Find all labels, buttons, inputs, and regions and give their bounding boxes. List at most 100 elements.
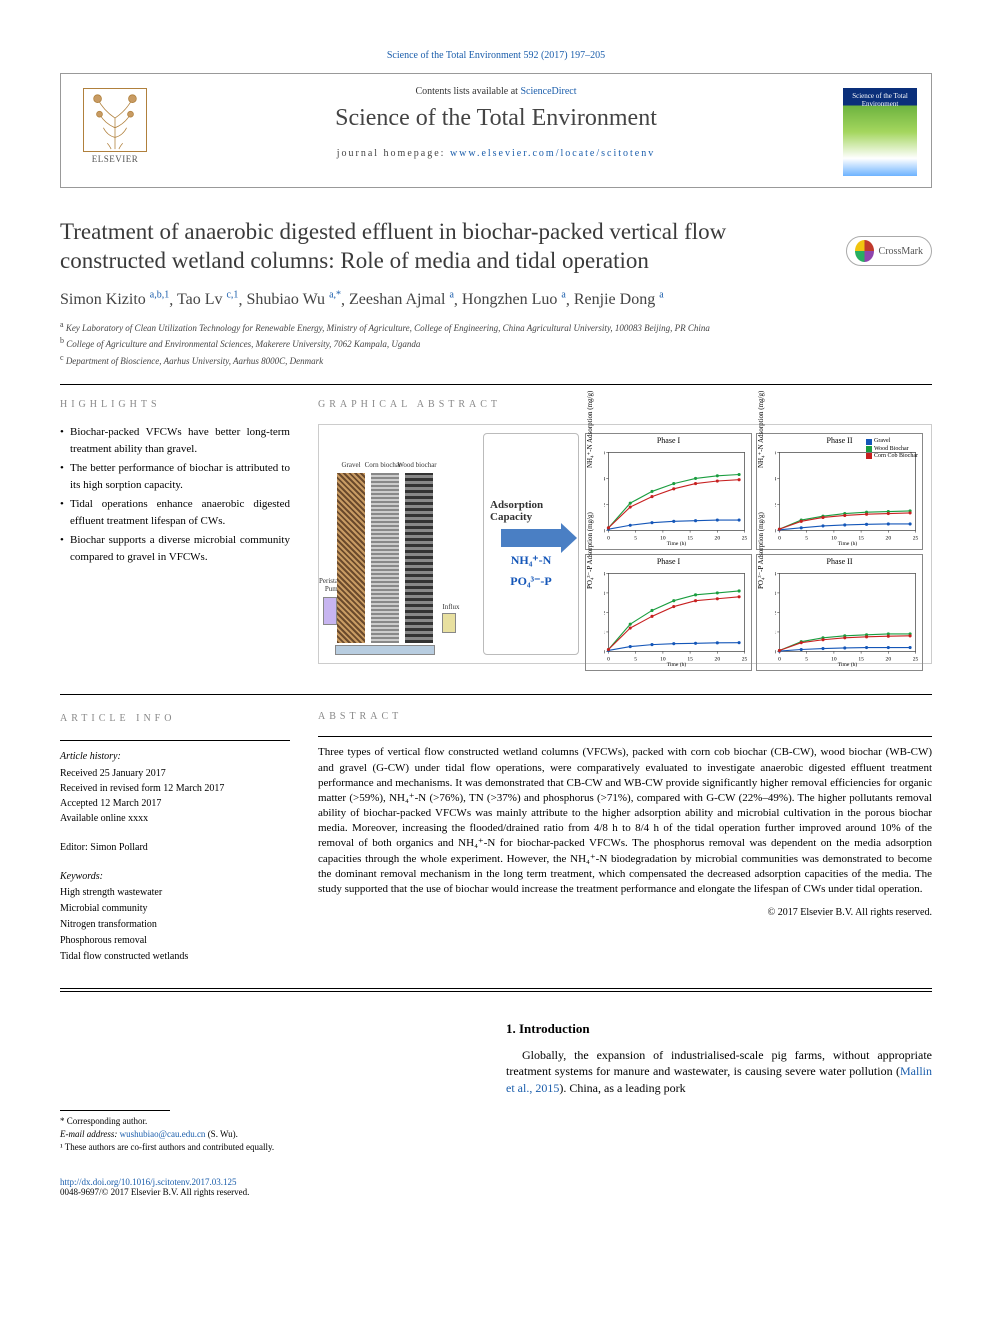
- author: Tao Lv c,1: [177, 291, 238, 308]
- highlight-item: Tidal operations enhance anaerobic diges…: [60, 496, 290, 529]
- svg-text:4: 4: [604, 477, 605, 483]
- svg-text:5: 5: [634, 657, 637, 663]
- author-affiliation-sup: a,b,1: [150, 290, 169, 301]
- keyword: Nitrogen transformation: [60, 917, 290, 932]
- graphical-abstract: Peristaltic Pump Influx Gravel Corn bioc…: [318, 424, 932, 664]
- svg-text:0: 0: [607, 536, 610, 542]
- svg-text:20: 20: [886, 657, 892, 663]
- svg-text:3: 3: [604, 592, 605, 598]
- journal-citation-link[interactable]: Science of the Total Environment 592 (20…: [387, 50, 605, 61]
- svg-text:10: 10: [660, 657, 666, 663]
- author-affiliation-sup: c,1: [226, 290, 238, 301]
- history-line: Accepted 12 March 2017: [60, 796, 290, 811]
- keyword: Tidal flow constructed wetlands: [60, 949, 290, 964]
- ga-chart: Phase IINH₄⁺-N Adsorption (mg/g)02460510…: [756, 433, 923, 550]
- svg-text:15: 15: [687, 657, 693, 663]
- svg-text:10: 10: [831, 657, 837, 663]
- svg-text:25: 25: [913, 657, 919, 663]
- highlights-label: HIGHLIGHTS: [60, 399, 290, 410]
- affiliations: a Key Laboratory of Clean Utilization Te…: [60, 319, 932, 369]
- page-bottom-info: http://dx.doi.org/10.1016/j.scitotenv.20…: [60, 1177, 932, 1197]
- ga-chart: Phase INH₄⁺-N Adsorption (mg/g)024605101…: [585, 433, 752, 550]
- email-name: (S. Wu).: [208, 1129, 238, 1139]
- ga-influx-label: Influx: [431, 603, 471, 611]
- author-affiliation-sup: a: [561, 290, 565, 301]
- ga-chart: Phase IIPO₄³⁻-P Adsorption (mg/g)0123405…: [756, 554, 923, 671]
- affiliation-line: c Department of Bioscience, Aarhus Unive…: [60, 352, 932, 369]
- abstract-label: ABSTRACT: [318, 711, 932, 722]
- intro-p-prefix: Globally, the expansion of industrialise…: [506, 1048, 932, 1079]
- svg-text:3: 3: [775, 592, 776, 598]
- corresponding-email-link[interactable]: wushubiao@cau.edu.cn: [120, 1129, 206, 1139]
- contents-line: Contents lists available at ScienceDirec…: [171, 86, 821, 97]
- keywords-header: Keywords:: [60, 869, 290, 884]
- svg-text:15: 15: [858, 536, 864, 542]
- journal-header-box: ELSEVIER Science of the Total Environmen…: [60, 73, 932, 188]
- homepage-line: journal homepage: www.elsevier.com/locat…: [171, 148, 821, 159]
- author: Hongzhen Luo a: [462, 291, 566, 308]
- authors-line: Simon Kizito a,b,1, Tao Lv c,1, Shubiao …: [60, 290, 932, 309]
- highlight-item: Biochar supports a diverse microbial com…: [60, 532, 290, 565]
- arrow-right-icon: [501, 529, 561, 547]
- author: Shubiao Wu a,*: [246, 291, 341, 308]
- svg-text:0: 0: [778, 657, 781, 663]
- svg-text:20: 20: [715, 536, 721, 542]
- svg-text:15: 15: [687, 536, 693, 542]
- svg-text:5: 5: [805, 536, 808, 542]
- journal-cover-thumb: Science of the Total Environment: [843, 88, 917, 176]
- svg-text:Time (h): Time (h): [667, 661, 687, 668]
- svg-text:10: 10: [660, 536, 666, 542]
- author: Zeeshan Ajmal a: [349, 291, 454, 308]
- graphical-abstract-label: GRAPHICAL ABSTRACT: [318, 399, 932, 410]
- svg-text:6: 6: [604, 451, 605, 457]
- ga-formula-nh4: NH₄⁺-N: [511, 553, 552, 568]
- svg-text:Time (h): Time (h): [838, 661, 858, 668]
- author-affiliation-sup: a: [659, 290, 663, 301]
- svg-text:Time (h): Time (h): [667, 540, 687, 547]
- svg-text:6: 6: [775, 451, 776, 457]
- email-label: E-mail address:: [60, 1129, 117, 1139]
- editor-label: Editor:: [60, 842, 88, 853]
- ga-formula-po4: PO₄³⁻-P: [510, 574, 552, 589]
- svg-text:4: 4: [604, 572, 605, 578]
- svg-text:0: 0: [778, 536, 781, 542]
- svg-text:1: 1: [604, 631, 605, 637]
- crossmark-badge[interactable]: CrossMark: [846, 236, 932, 266]
- svg-text:10: 10: [831, 536, 837, 542]
- history-header: Article history:: [60, 749, 290, 764]
- homepage-link[interactable]: www.elsevier.com/locate/scitotenv: [450, 148, 655, 159]
- keyword: Microbial community: [60, 901, 290, 916]
- svg-text:0: 0: [607, 657, 610, 663]
- svg-text:Time (h): Time (h): [838, 540, 858, 547]
- svg-text:2: 2: [604, 503, 605, 509]
- copyright-line: © 2017 Elsevier B.V. All rights reserved…: [318, 907, 932, 918]
- svg-text:4: 4: [775, 477, 776, 483]
- svg-text:0: 0: [775, 529, 776, 535]
- svg-text:25: 25: [742, 536, 748, 542]
- doi-link[interactable]: http://dx.doi.org/10.1016/j.scitotenv.20…: [60, 1177, 237, 1187]
- svg-text:4: 4: [775, 572, 776, 578]
- history-line: Available online xxxx: [60, 811, 290, 826]
- intro-heading: 1. Introduction: [506, 1020, 932, 1038]
- footnotes: * Corresponding author. E-mail address: …: [60, 1110, 478, 1153]
- issn-line: 0048-9697/© 2017 Elsevier B.V. All right…: [60, 1187, 932, 1197]
- svg-text:5: 5: [634, 536, 637, 542]
- svg-text:15: 15: [858, 657, 864, 663]
- svg-text:2: 2: [775, 503, 776, 509]
- svg-text:0: 0: [775, 650, 776, 656]
- keyword: High strength wastewater: [60, 885, 290, 900]
- svg-text:20: 20: [715, 657, 721, 663]
- svg-text:5: 5: [805, 657, 808, 663]
- history-line: Received 25 January 2017: [60, 766, 290, 781]
- publisher-name: ELSEVIER: [92, 154, 139, 164]
- svg-text:2: 2: [604, 611, 605, 617]
- journal-name: Science of the Total Environment: [171, 105, 821, 132]
- history-line: Received in revised form 12 March 2017: [60, 781, 290, 796]
- author: Renjie Dong a: [574, 291, 664, 308]
- sciencedirect-link[interactable]: ScienceDirect: [520, 86, 576, 97]
- keyword: Phosphorous removal: [60, 933, 290, 948]
- article-title: Treatment of anaerobic digested effluent…: [60, 218, 812, 276]
- svg-text:0: 0: [604, 650, 605, 656]
- author: Simon Kizito a,b,1: [60, 291, 169, 308]
- intro-paragraph: Globally, the expansion of industrialise…: [506, 1047, 932, 1097]
